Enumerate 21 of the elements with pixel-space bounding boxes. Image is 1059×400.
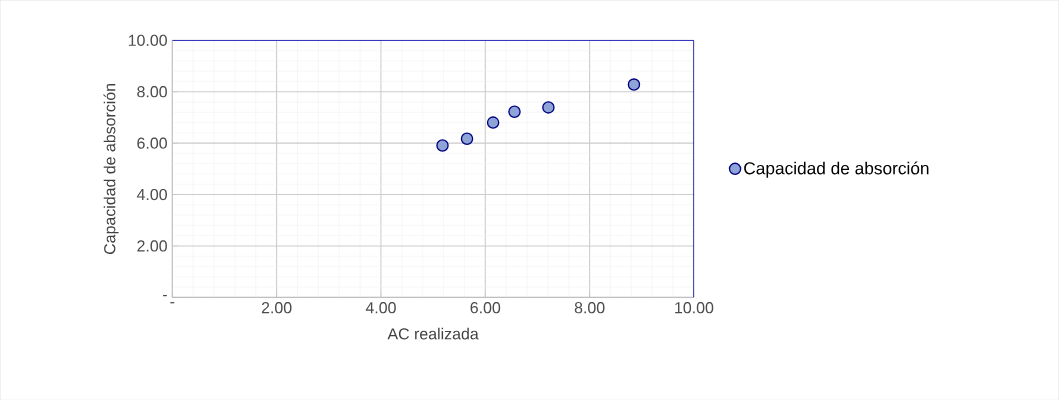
point <box>436 138 449 152</box>
y-tick-label: 2.00 <box>137 240 167 252</box>
point <box>460 132 474 145</box>
point <box>627 78 641 91</box>
x-tick-label: 4.00 <box>365 301 396 314</box>
y-tick-label: 4.00 <box>136 188 167 200</box>
y-tick-label: 8.00 <box>137 85 167 98</box>
point <box>486 116 500 129</box>
point <box>508 105 521 118</box>
point <box>542 100 555 114</box>
x-tick-label: 10.00 <box>675 301 714 314</box>
legend-label: Capacidad de absorción <box>744 161 929 178</box>
y-tick-label: 10.00 <box>128 34 167 46</box>
y-tick-label: 6.00 <box>137 137 167 149</box>
x-axis-title: AC realizada <box>387 327 479 340</box>
x-tick-label: 2.00 <box>261 301 292 314</box>
x-tick-label: 6.00 <box>470 301 501 314</box>
x-tick-label: 8.00 <box>574 301 605 314</box>
y-axis-title: Capacidad de absorción <box>103 83 119 254</box>
y-tick-label: - <box>162 294 167 296</box>
x-tick-label: - <box>170 301 175 304</box>
